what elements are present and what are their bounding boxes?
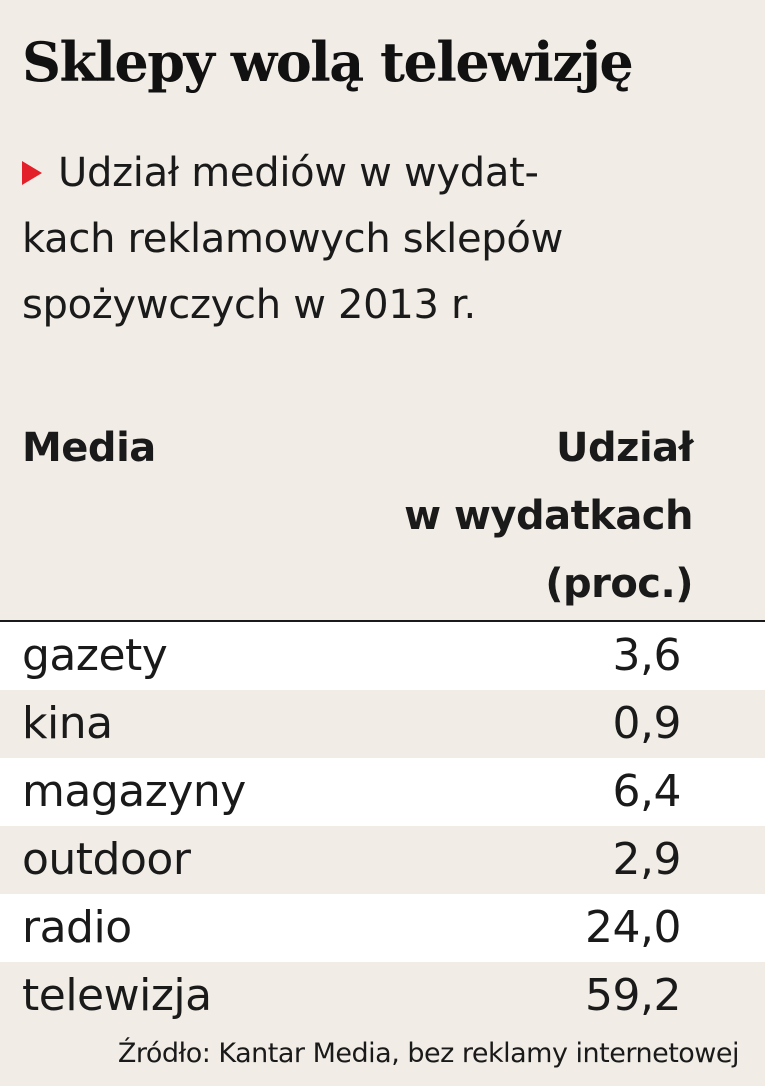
chart-title: Sklepy wolą telewizję: [22, 30, 634, 94]
row-value-magazyny: 6,4: [612, 766, 682, 817]
row-value-telewizja: 59,2: [585, 970, 681, 1021]
table-row-kina: kina 0,9: [0, 690, 765, 758]
row-label-gazety: gazety: [22, 630, 168, 681]
column-header-share: Udział w wydatkach (proc.): [293, 414, 693, 618]
row-label-outdoor: outdoor: [22, 834, 191, 885]
table-row-telewizja: telewizja 59,2: [0, 962, 765, 1030]
source-note: Źródło: Kantar Media, bez reklamy intern…: [117, 1038, 740, 1069]
row-label-magazyny: magazyny: [22, 766, 246, 817]
table-row-outdoor: outdoor 2,9: [0, 826, 765, 894]
row-label-kina: kina: [22, 698, 113, 749]
red-triangle-icon: [22, 161, 42, 185]
table-row-gazety: gazety 3,6: [0, 622, 765, 690]
column-header-media: Media: [22, 425, 156, 471]
row-label-telewizja: telewizja: [22, 970, 212, 1021]
header-divider: [0, 620, 765, 622]
table-body: gazety 3,6 kina 0,9 magazyny 6,4 outdoor…: [0, 622, 765, 1030]
row-label-radio: radio: [22, 902, 132, 953]
row-value-gazety: 3,6: [612, 630, 682, 681]
chart-subtitle: Udział mediów w wydat-kach reklamowych s…: [22, 140, 722, 338]
header-share-line-3: (proc.): [545, 561, 693, 607]
row-value-radio: 24,0: [585, 902, 681, 953]
subtitle-line-3: spożywczych w 2013 r.: [22, 282, 476, 328]
row-value-outdoor: 2,9: [612, 834, 682, 885]
table-row-magazyny: magazyny 6,4: [0, 758, 765, 826]
subtitle-line-1: Udział mediów w wydat-: [58, 150, 539, 196]
subtitle-line-2: kach reklamowych sklepów: [22, 216, 563, 262]
table-row-radio: radio 24,0: [0, 894, 765, 962]
header-share-line-2: w wydatkach: [404, 493, 693, 539]
header-share-line-1: Udział: [556, 425, 693, 471]
row-value-kina: 0,9: [612, 698, 682, 749]
